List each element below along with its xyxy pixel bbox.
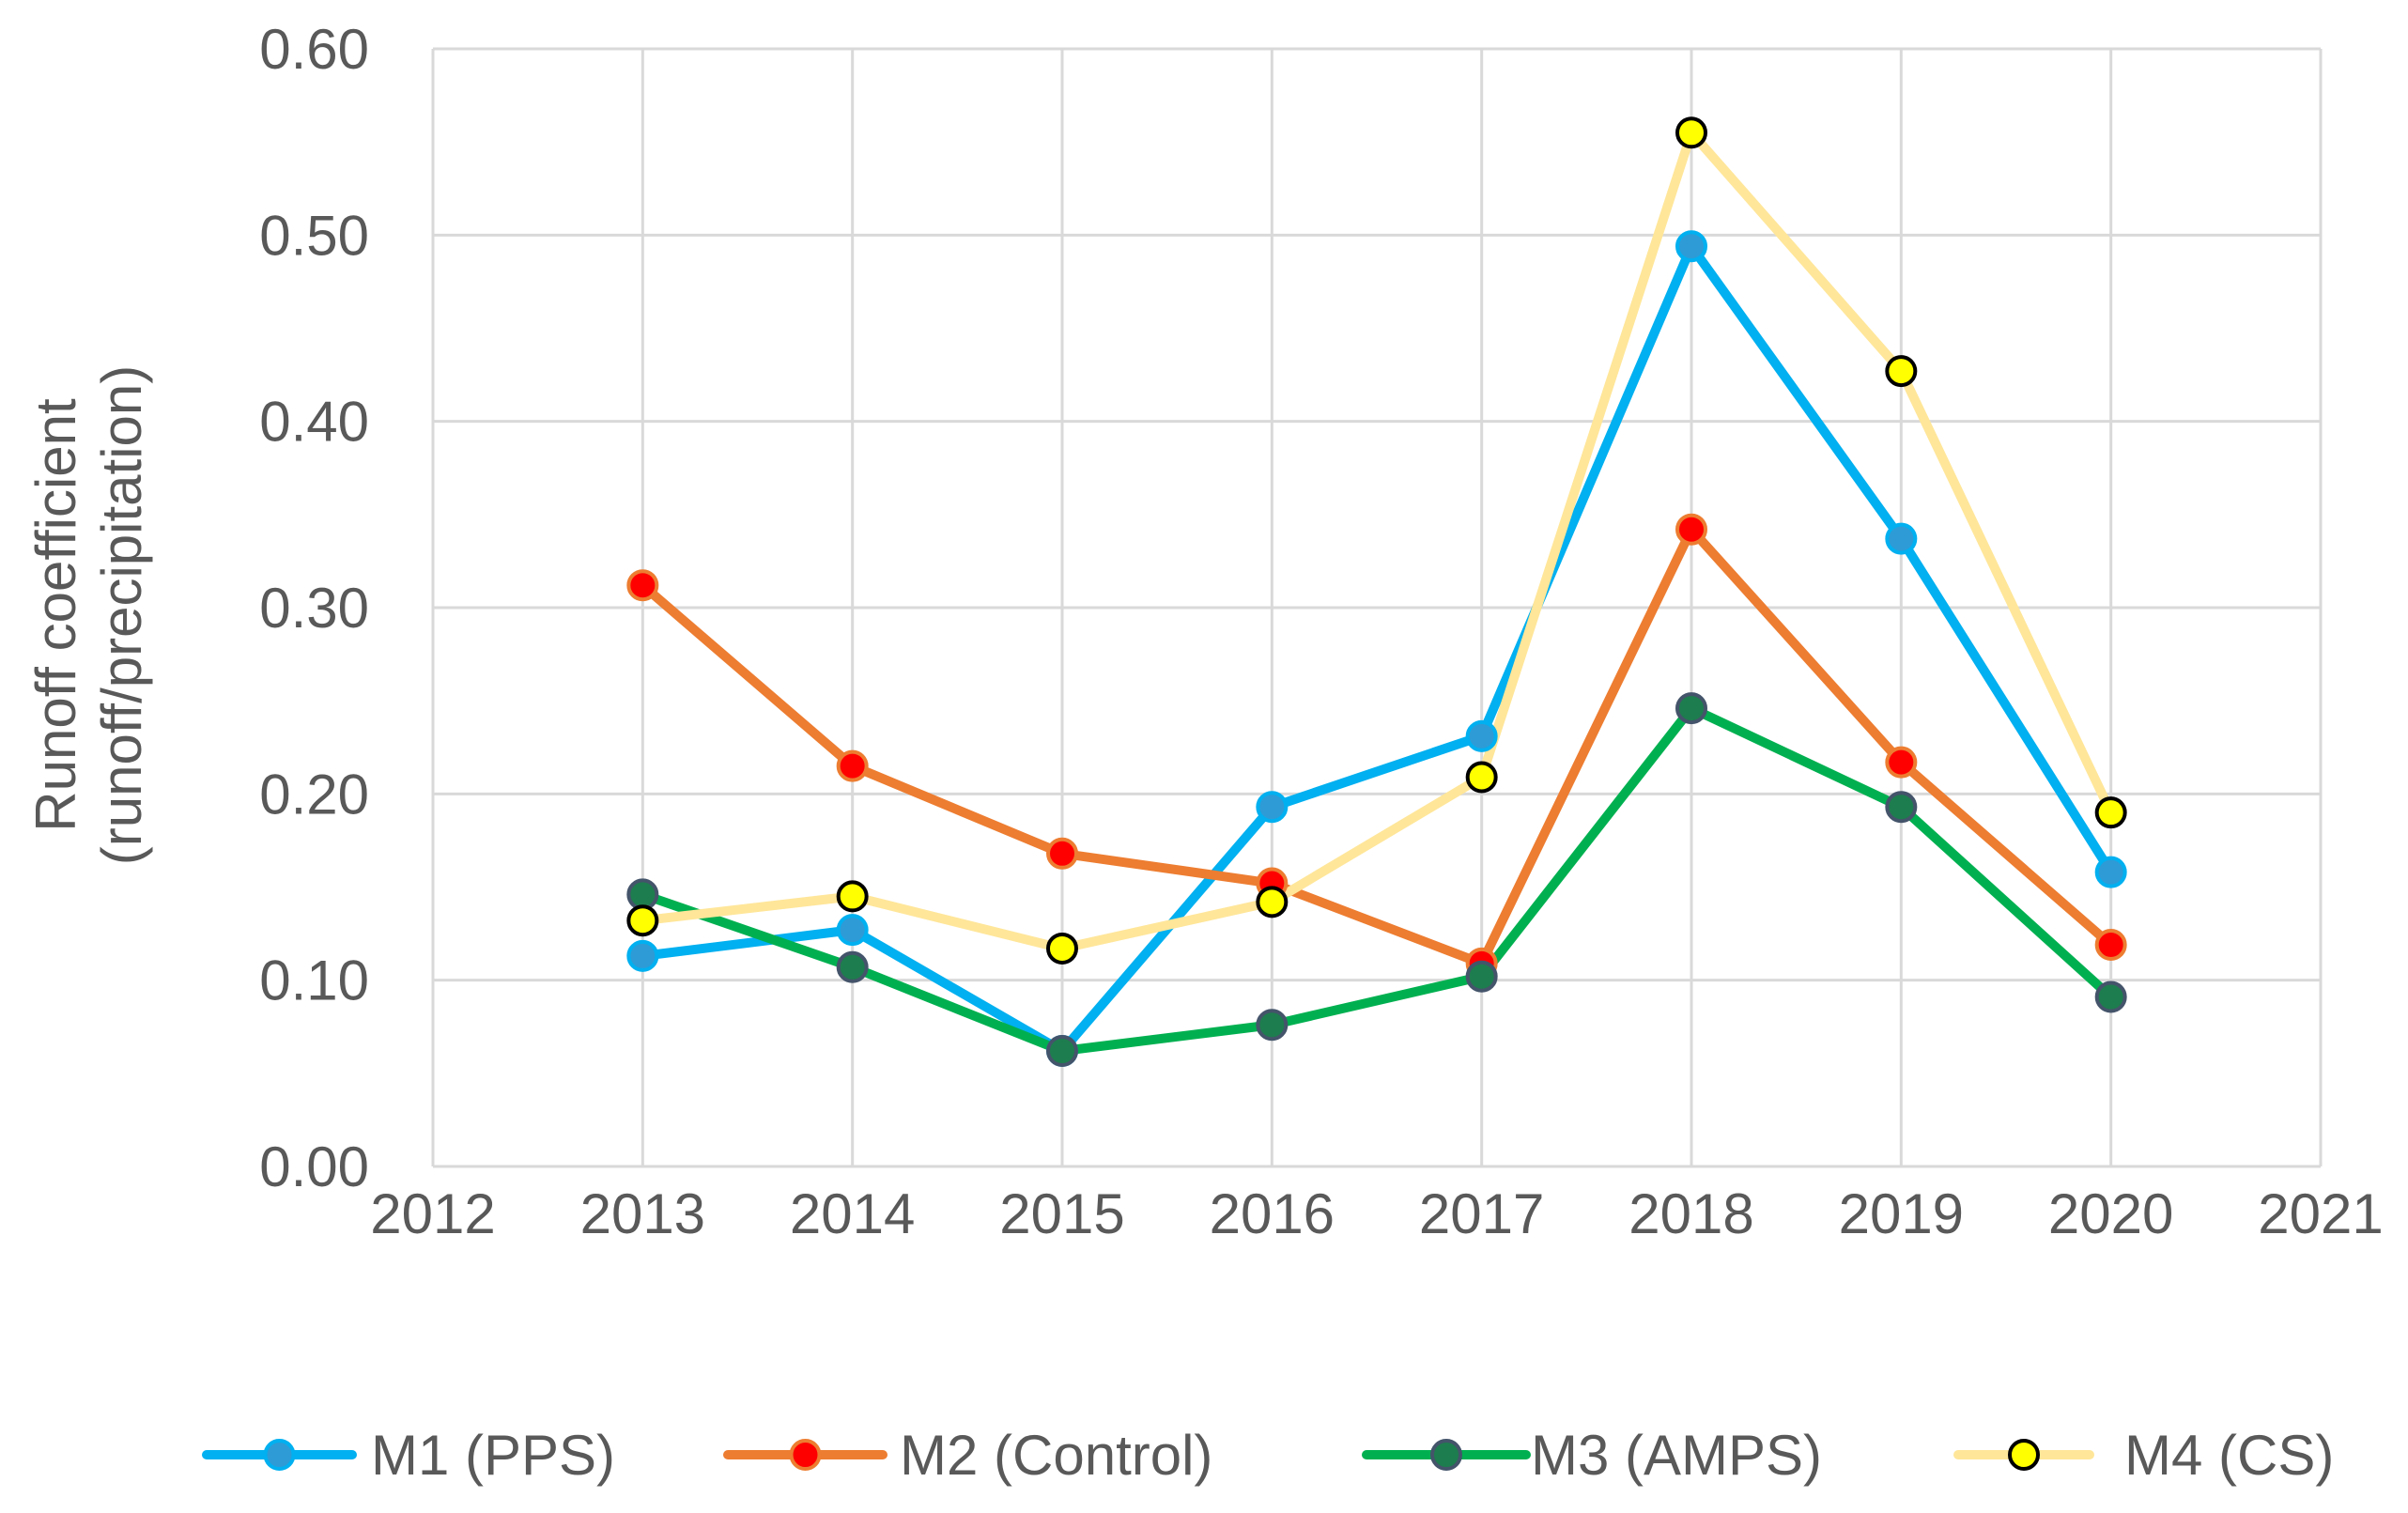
y-tick-label: 0.30 xyxy=(259,577,369,640)
data-point-series-3 xyxy=(1675,692,1707,725)
data-point-series-1 xyxy=(626,939,659,972)
data-point-series-1 xyxy=(2094,856,2127,888)
x-tick-label: 2014 xyxy=(790,1182,915,1245)
y-tick-label: 0.60 xyxy=(259,18,369,81)
data-point-series-4 xyxy=(626,904,659,937)
x-tick-label: 2012 xyxy=(370,1182,495,1245)
x-tick-label: 2020 xyxy=(2048,1182,2173,1245)
legend-item-2: M2 (Control) xyxy=(723,1424,1212,1487)
data-point-series-1 xyxy=(1675,230,1707,263)
data-point-series-3 xyxy=(626,878,659,911)
data-point-series-3 xyxy=(2094,980,2127,1013)
legend: M1 (PPS) M2 (Control) M3 (AMPS) M4 (CS) xyxy=(202,1424,2334,1487)
legend-swatch-marker xyxy=(2008,1439,2040,1471)
data-point-series-1 xyxy=(1885,522,1918,555)
legend-swatch-marker xyxy=(789,1439,822,1471)
data-point-series-2 xyxy=(626,569,659,602)
legend-item-3: M3 (AMPS) xyxy=(1362,1424,1822,1487)
data-point-series-4 xyxy=(1885,355,1918,388)
x-tick-label: 2021 xyxy=(2258,1182,2383,1245)
data-point-series-2 xyxy=(2094,928,2127,961)
legend-label: M1 (PPS) xyxy=(371,1424,615,1487)
y-axis-title-line2: (runoff/precipitation) xyxy=(90,365,153,866)
data-point-series-4 xyxy=(836,880,869,913)
series-line-1 xyxy=(638,241,2116,1057)
data-point-series-2 xyxy=(1046,837,1078,870)
legend-item-1: M1 (PPS) xyxy=(202,1424,615,1487)
x-tick-label: 2018 xyxy=(1628,1182,1753,1245)
data-point-series-4 xyxy=(1046,932,1078,965)
series-line-3 xyxy=(638,703,2116,1057)
data-point-series-4 xyxy=(2094,796,2127,829)
y-tick-label: 0.20 xyxy=(259,763,369,826)
data-point-series-2 xyxy=(836,749,869,782)
data-point-series-3 xyxy=(1046,1035,1078,1068)
data-point-series-1 xyxy=(1465,719,1498,752)
series-line-4 xyxy=(638,128,2116,953)
x-tick-label: 2013 xyxy=(580,1182,705,1245)
x-tick-label: 2019 xyxy=(1839,1182,1964,1245)
y-tick-label: 0.10 xyxy=(259,949,369,1012)
data-point-series-3 xyxy=(1885,791,1918,824)
x-tick-label: 2016 xyxy=(1210,1182,1335,1245)
data-point-series-4 xyxy=(1256,886,1289,919)
legend-swatch-marker xyxy=(263,1439,296,1471)
data-point-series-3 xyxy=(836,950,869,983)
y-tick-label: 0.40 xyxy=(259,391,369,454)
y-axis-title: Runoff coefficient xyxy=(24,398,87,832)
data-point-series-4 xyxy=(1465,761,1498,794)
data-point-series-3 xyxy=(1256,1009,1289,1042)
data-point-series-4 xyxy=(1675,116,1707,149)
series-markers xyxy=(626,116,2127,1068)
data-point-series-2 xyxy=(1675,513,1707,546)
data-point-series-1 xyxy=(1256,791,1289,824)
legend-label: M4 (CS) xyxy=(2124,1424,2334,1487)
x-tick-label: 2017 xyxy=(1419,1182,1544,1245)
data-point-series-1 xyxy=(836,914,869,947)
legend-swatch-marker xyxy=(1430,1439,1462,1471)
legend-item-4: M4 (CS) xyxy=(1953,1424,2334,1487)
legend-label: M2 (Control) xyxy=(900,1424,1212,1487)
y-tick-label: 0.00 xyxy=(259,1135,369,1198)
y-tick-label: 0.50 xyxy=(259,204,369,267)
series-lines xyxy=(638,128,2116,1057)
axes: 0.00 0.10 0.20 0.30 0.40 0.50 0.60 2012 2013 2014… xyxy=(259,18,2384,1245)
data-point-series-3 xyxy=(1465,960,1498,993)
legend-label: M3 (AMPS) xyxy=(1531,1424,1822,1487)
series-line-2 xyxy=(638,524,2116,968)
data-point-series-2 xyxy=(1885,746,1918,779)
x-tick-label: 2015 xyxy=(999,1182,1124,1245)
